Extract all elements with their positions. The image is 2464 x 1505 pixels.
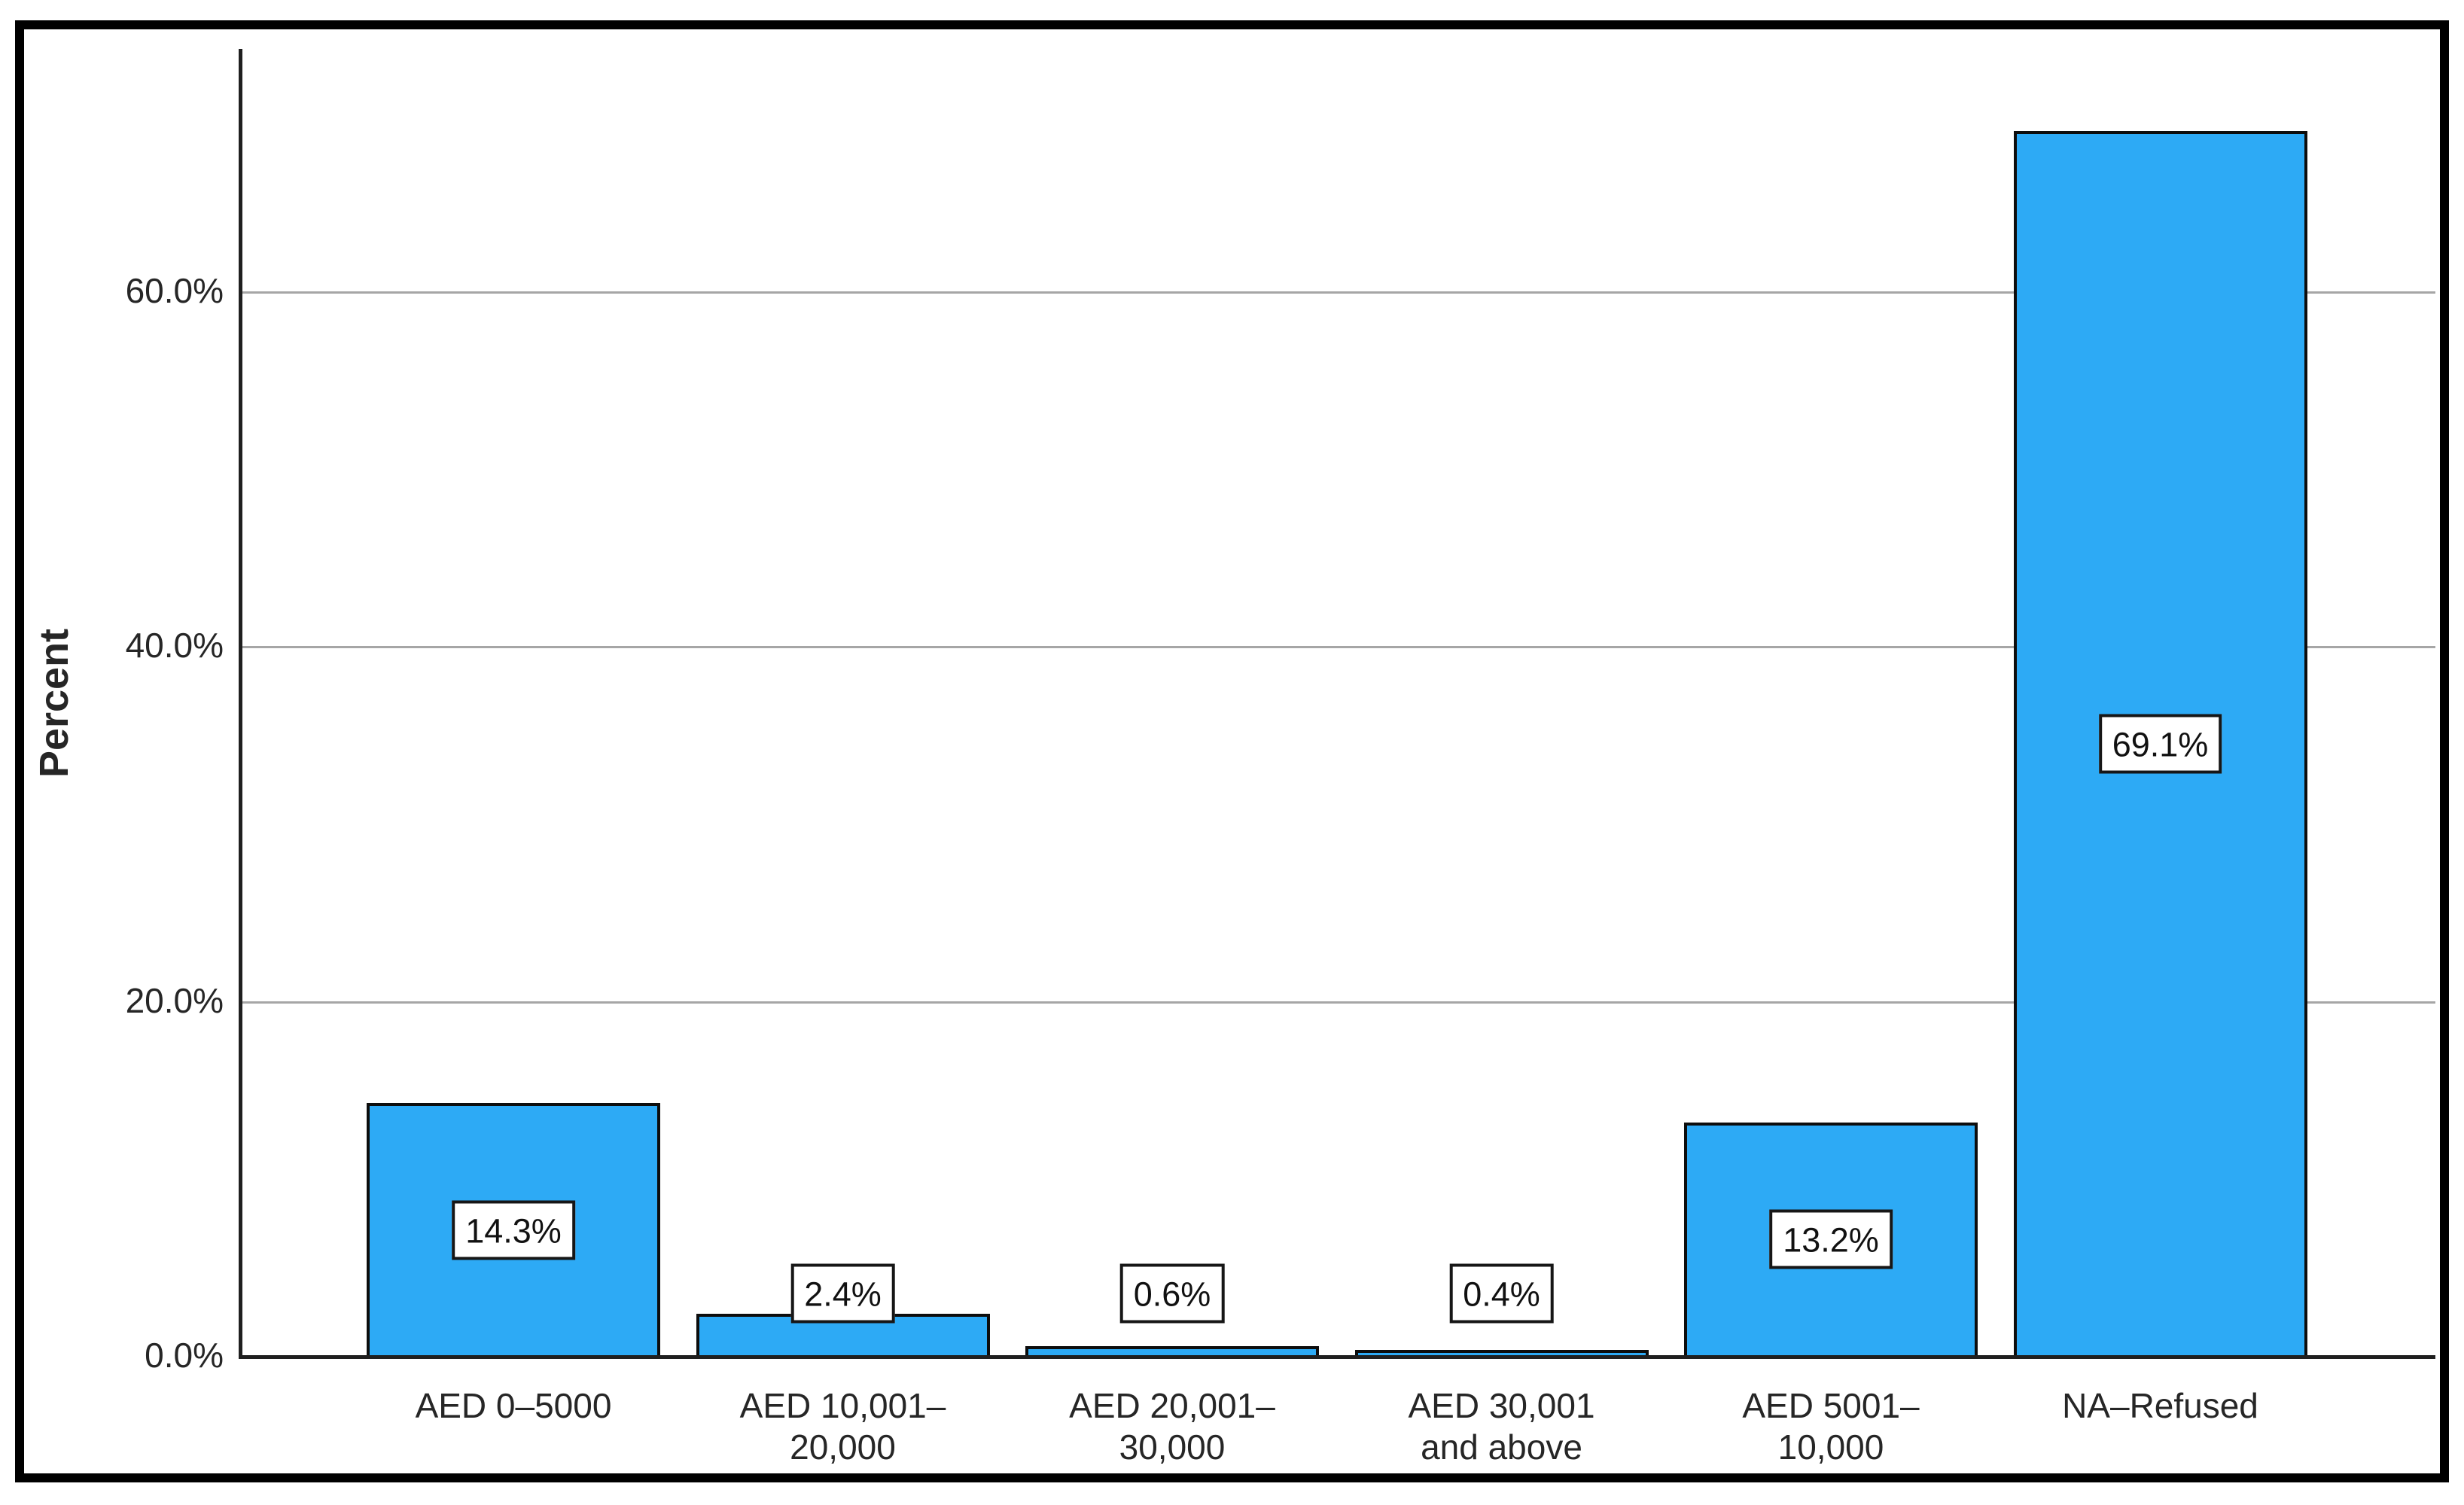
x-tick-label: NA–Refused	[2062, 1386, 2258, 1425]
bar-value-label: 14.3%	[452, 1200, 575, 1260]
y-tick-label: 0.0%	[145, 1336, 224, 1375]
x-tick-label: AED 20,001– 30,000	[1069, 1386, 1275, 1467]
gridline	[241, 646, 2435, 649]
bar-value-label: 0.4%	[1449, 1263, 1554, 1324]
y-tick-label: 40.0%	[125, 626, 224, 666]
y-tick-label: 60.0%	[125, 271, 224, 311]
x-axis-line	[239, 1355, 2435, 1359]
x-tick-label: AED 30,001 and above	[1408, 1386, 1595, 1467]
x-tick-label: AED 5001– 10,000	[1742, 1386, 1920, 1467]
x-tick-label: AED 0–5000	[415, 1386, 612, 1425]
y-tick-label: 20.0%	[125, 980, 224, 1020]
bar-value-label: 13.2%	[1769, 1209, 1893, 1269]
x-tick-label: AED 10,001– 20,000	[739, 1386, 946, 1467]
bar-value-label: 0.6%	[1119, 1263, 1225, 1324]
bar-value-label: 69.1%	[2098, 714, 2222, 774]
y-axis-line	[239, 49, 242, 1359]
gridline	[241, 291, 2435, 294]
gridline	[241, 1001, 2435, 1004]
bar-value-label: 2.4%	[790, 1263, 895, 1324]
